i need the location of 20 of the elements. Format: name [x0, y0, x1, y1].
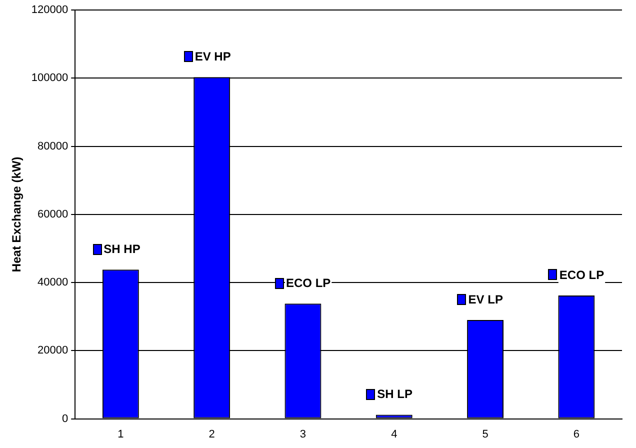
y-tick-label: 20000	[38, 344, 68, 357]
x-tick-label: 2	[208, 428, 215, 440]
y-tick-label: 60000	[38, 208, 68, 220]
x-tick-label: 3	[300, 428, 306, 440]
x-tick-label: 4	[391, 428, 398, 440]
annotation: EV LP	[468, 292, 503, 306]
y-tick-label: 120000	[31, 4, 68, 16]
annotation: EV HP	[194, 49, 231, 64]
annotation: ECO LP	[286, 276, 331, 290]
annotation: ECO LP	[559, 268, 604, 282]
y-axis-title: Heat Exchange (kW)	[10, 156, 24, 272]
y-tick-label: 100000	[31, 72, 68, 84]
y-tick-label: 40000	[38, 276, 68, 289]
y-tick-label: 0	[62, 412, 68, 425]
x-tick-label: 5	[482, 428, 488, 440]
x-tick-label: 6	[573, 428, 580, 440]
x-tick-label: 1	[118, 428, 124, 440]
y-tick-label: 80000	[38, 140, 68, 152]
annotation: SH LP	[377, 387, 412, 402]
annotation: SH HP	[104, 242, 140, 256]
